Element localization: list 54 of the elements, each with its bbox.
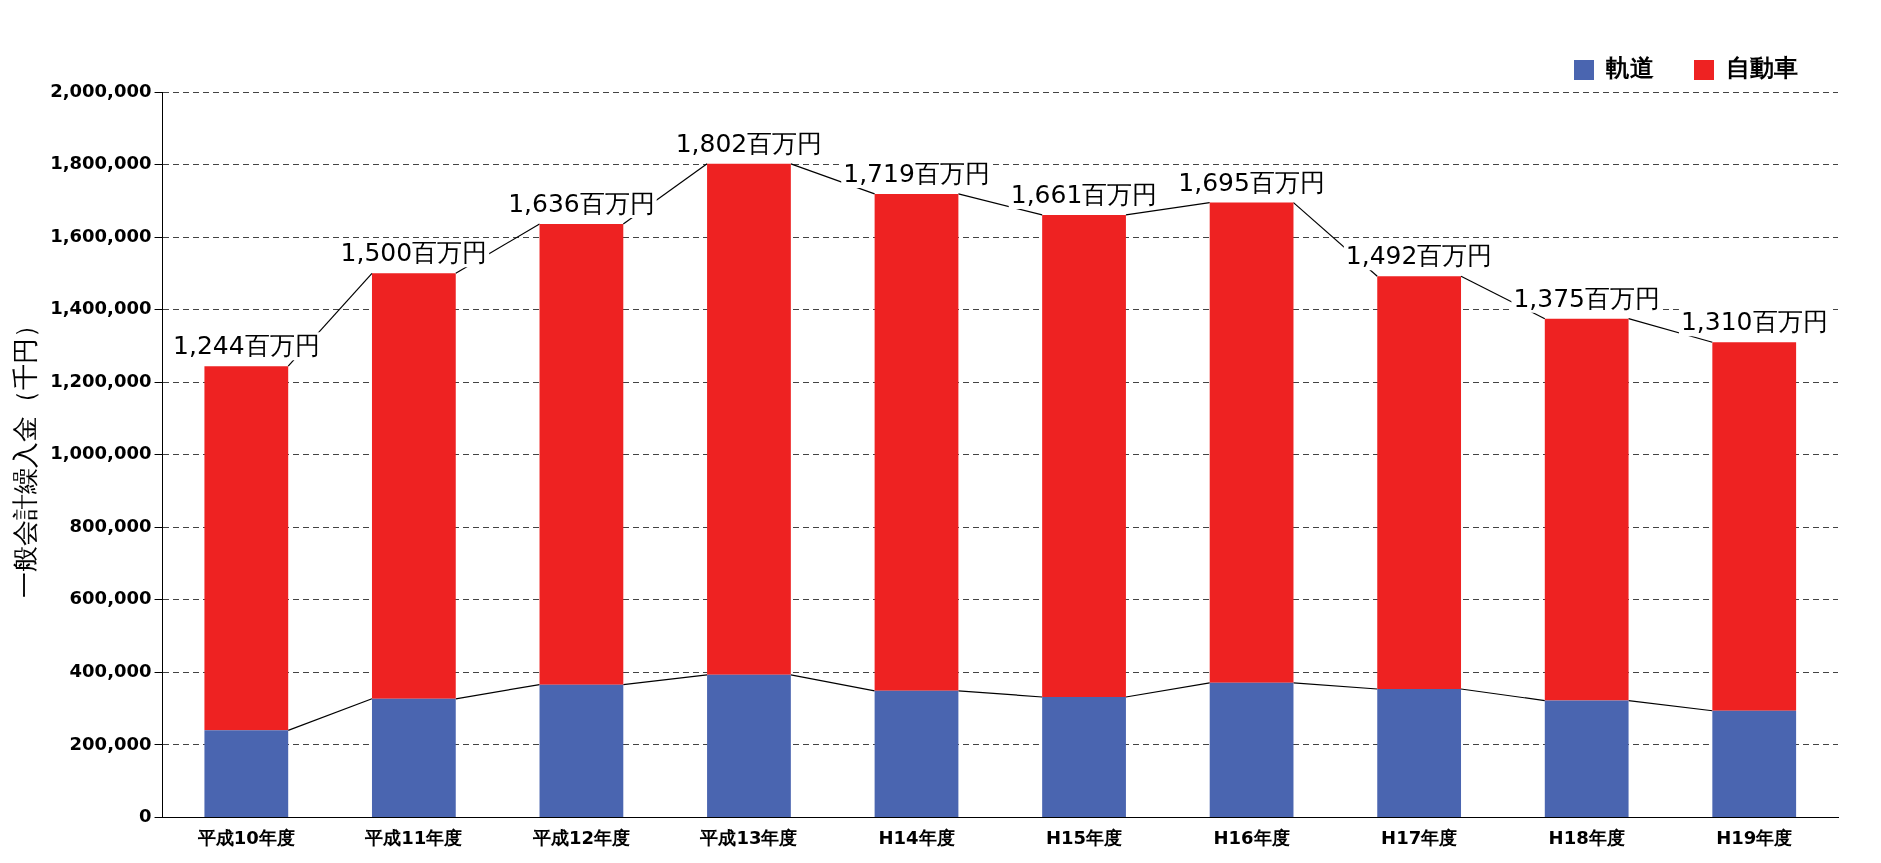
annotation: 1,719百万円 [843, 158, 990, 188]
bar [204, 730, 289, 817]
y-tick-label: 1,800,000 [50, 152, 152, 174]
bar [874, 193, 959, 691]
x-tick-label: 平成12年度 [531, 826, 630, 848]
bar [539, 224, 624, 685]
x-tick-label: H15年度 [1045, 826, 1123, 848]
legend-label: 軌道 [1606, 54, 1654, 83]
bar [539, 684, 624, 817]
legend-label: 自動車 [1726, 54, 1798, 83]
x-tick-label: H16年度 [1213, 826, 1290, 848]
x-tick-label: 平成13年度 [699, 826, 798, 848]
bar [707, 674, 791, 817]
bar [1712, 342, 1797, 711]
annotation: 1,375百万円 [1513, 283, 1660, 313]
x-tick-label: H14年度 [878, 826, 955, 848]
bar [371, 698, 456, 817]
y-axis-title: 一般会計繰入金（千円） [10, 311, 41, 598]
x-tick-label: H19年度 [1716, 826, 1793, 848]
bar [1377, 689, 1462, 817]
y-tick-label: 1,600,000 [50, 224, 152, 246]
bar [1544, 318, 1629, 701]
y-tick-label: 0 [139, 805, 152, 827]
x-tick-label: H17年度 [1381, 826, 1458, 848]
y-tick-label: 1,000,000 [50, 442, 152, 464]
x-tick-label: 平成10年度 [196, 826, 295, 848]
y-tick-label: 2,000,000 [50, 79, 152, 101]
annotation: 1,636百万円 [508, 189, 655, 219]
y-tick-label: 600,000 [69, 587, 152, 609]
y-tick-label: 1,400,000 [50, 297, 152, 319]
bar [204, 366, 289, 731]
annotation: 1,310百万円 [1680, 307, 1828, 337]
y-tick-label: 200,000 [69, 732, 152, 754]
bar [1209, 682, 1294, 817]
bar [1377, 276, 1462, 689]
y-tick-label: 1,200,000 [50, 369, 152, 391]
bar [1042, 214, 1126, 697]
bar [1209, 202, 1294, 683]
annotation: 1,492百万円 [1345, 241, 1493, 271]
annotation: 1,695百万円 [1178, 167, 1325, 197]
bar [1544, 700, 1629, 817]
bar [874, 690, 959, 817]
bar [1042, 696, 1126, 817]
y-tick-label: 400,000 [69, 659, 152, 681]
annotation: 1,500百万円 [340, 238, 488, 268]
annotation: 1,244百万円 [173, 331, 320, 361]
bar [371, 273, 456, 699]
bar [707, 163, 791, 675]
y-tick-label: 800,000 [69, 514, 152, 536]
x-tick-label: 平成11年度 [364, 826, 463, 848]
annotation: 1,802百万円 [675, 128, 823, 158]
bar [1712, 710, 1797, 817]
annotation: 1,661百万円 [1010, 179, 1158, 209]
x-tick-label: H18年度 [1548, 826, 1625, 848]
